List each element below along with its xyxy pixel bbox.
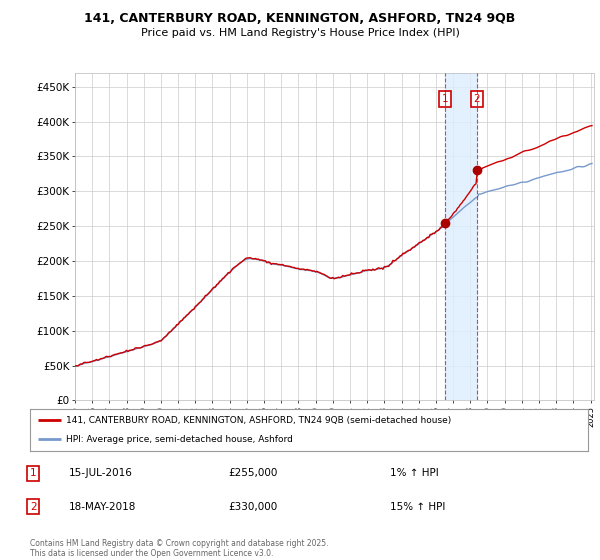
Text: 2: 2 bbox=[30, 502, 37, 512]
Bar bbox=[445, 73, 477, 400]
Text: 15-JUL-2016: 15-JUL-2016 bbox=[69, 468, 133, 478]
Text: £255,000: £255,000 bbox=[228, 468, 277, 478]
Text: Price paid vs. HM Land Registry's House Price Index (HPI): Price paid vs. HM Land Registry's House … bbox=[140, 28, 460, 38]
Text: 141, CANTERBURY ROAD, KENNINGTON, ASHFORD, TN24 9QB (semi-detached house): 141, CANTERBURY ROAD, KENNINGTON, ASHFOR… bbox=[66, 416, 452, 424]
Text: 15% ↑ HPI: 15% ↑ HPI bbox=[390, 502, 445, 512]
Text: 141, CANTERBURY ROAD, KENNINGTON, ASHFORD, TN24 9QB: 141, CANTERBURY ROAD, KENNINGTON, ASHFOR… bbox=[85, 12, 515, 25]
Text: HPI: Average price, semi-detached house, Ashford: HPI: Average price, semi-detached house,… bbox=[66, 435, 293, 444]
Text: 1: 1 bbox=[442, 94, 448, 104]
Text: 18-MAY-2018: 18-MAY-2018 bbox=[69, 502, 136, 512]
Text: 1: 1 bbox=[30, 468, 37, 478]
Text: £330,000: £330,000 bbox=[228, 502, 277, 512]
Text: Contains HM Land Registry data © Crown copyright and database right 2025.
This d: Contains HM Land Registry data © Crown c… bbox=[30, 539, 329, 558]
Text: 2: 2 bbox=[473, 94, 480, 104]
Text: 1% ↑ HPI: 1% ↑ HPI bbox=[390, 468, 439, 478]
